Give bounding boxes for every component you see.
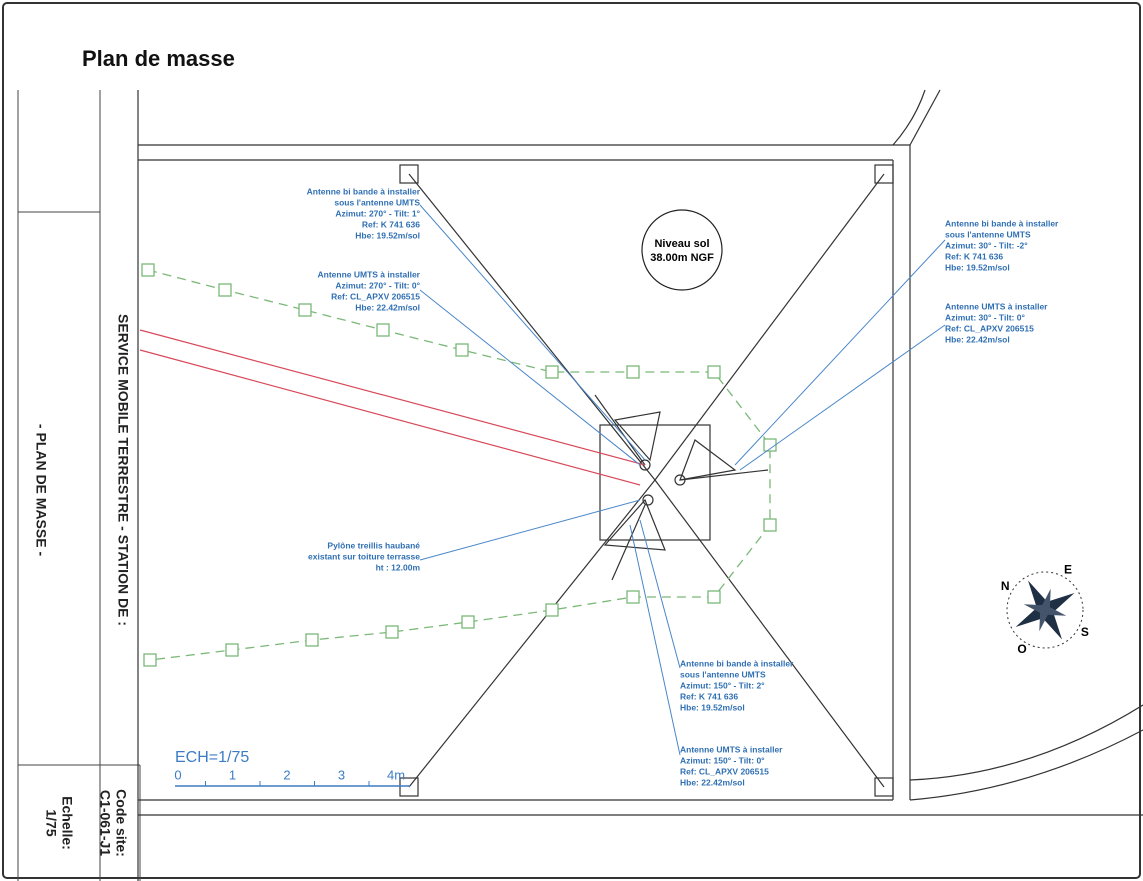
annotation-line: Ref: K 741 636 — [362, 219, 420, 229]
scale-tick-label: 3 — [338, 767, 345, 782]
rail-post — [226, 644, 238, 656]
frame — [3, 3, 1140, 878]
rail-post — [377, 324, 389, 336]
scale-tick-label: 2 — [283, 767, 290, 782]
rail-post — [764, 519, 776, 531]
annotation-line: Ref: CL_APXV 206515 — [331, 291, 420, 301]
annotation-line: existant sur toiture terrasse — [308, 551, 420, 561]
rail-post — [546, 604, 558, 616]
annotation-line: Ref: K 741 636 — [945, 251, 1003, 261]
scale-tick-label: 4m — [387, 767, 405, 782]
annotation-line: Antenne bi bande à installer — [307, 186, 421, 196]
annotation-line: Azimut: 150° - Tilt: 2° — [680, 680, 765, 690]
rail-post — [708, 591, 720, 603]
annotation-line: Antenne bi bande à installer — [680, 658, 794, 668]
annotation-line: Azimut: 30° - Tilt: 0° — [945, 312, 1025, 322]
rail-post — [708, 366, 720, 378]
compass-s: S — [1081, 625, 1089, 639]
scale-tick-label: 0 — [174, 767, 181, 782]
annotation-line: Hbe: 22.42m/sol — [680, 777, 745, 787]
annotation-line: sous l'antenne UMTS — [680, 669, 766, 679]
annotation-line: Hbe: 22.42m/sol — [355, 302, 420, 312]
annotation-line: Hbe: 19.52m/sol — [680, 702, 745, 712]
rail-post — [299, 304, 311, 316]
annotation-line: Ref: CL_APXV 206515 — [945, 323, 1034, 333]
rail-post — [219, 284, 231, 296]
annotation-line: Azimut: 30° - Tilt: -2° — [945, 240, 1028, 250]
compass-o: O — [1017, 642, 1026, 656]
compass-n: N — [1001, 579, 1010, 593]
rail-post — [456, 344, 468, 356]
annotation-line: Hbe: 19.52m/sol — [355, 230, 420, 240]
page: Plan de masse Niveau sol 38.00m NGF — [0, 0, 1143, 881]
code-label: Code site: — [113, 789, 129, 857]
rail-post — [142, 264, 154, 276]
scale-label: Echelle: — [59, 796, 75, 850]
annotation-line: ht : 12.00m — [376, 562, 421, 572]
annotation-line: sous l'antenne UMTS — [945, 229, 1031, 239]
level-value: 38.00m NGF — [650, 252, 714, 264]
compass-e: E — [1064, 562, 1072, 576]
annotation-line: Antenne UMTS à installer — [318, 269, 421, 279]
annotation-line: Antenne bi bande à installer — [945, 218, 1059, 228]
annotation-line: Antenne UMTS à installer — [945, 301, 1048, 311]
project-label: SERVICE MOBILE TERRESTRE - STATION DE : — [115, 314, 131, 626]
scale-value: 1/75 — [43, 809, 59, 836]
page-title: Plan de masse — [82, 46, 235, 71]
level-marker — [642, 210, 722, 290]
rail-post — [627, 366, 639, 378]
code-value: C1-061-J1 — [97, 790, 113, 856]
annotation-line: Hbe: 19.52m/sol — [945, 262, 1010, 272]
annotation-line: Pylône treillis haubané — [327, 540, 420, 550]
rail-post — [306, 634, 318, 646]
rail-post — [627, 591, 639, 603]
level-label: Niveau sol — [654, 238, 709, 250]
rail-post — [462, 616, 474, 628]
annotation-line: Ref: K 741 636 — [680, 691, 738, 701]
plan-label: - PLAN DE MASSE - — [33, 424, 49, 557]
rail-post — [144, 654, 156, 666]
rail-post — [386, 626, 398, 638]
annotation-line: Ref: CL_APXV 206515 — [680, 766, 769, 776]
rail-post — [546, 366, 558, 378]
annotation-line: Azimut: 270° - Tilt: 0° — [335, 280, 420, 290]
scale-bar-title: ECH=1/75 — [175, 749, 249, 766]
annotation-line: Azimut: 150° - Tilt: 0° — [680, 755, 765, 765]
annotation-line: Azimut: 270° - Tilt: 1° — [335, 208, 420, 218]
annotation-line: Hbe: 22.42m/sol — [945, 334, 1010, 344]
annotation-line: Antenne UMTS à installer — [680, 744, 783, 754]
scale-tick-label: 1 — [229, 767, 236, 782]
annotation-line: sous l'antenne UMTS — [334, 197, 420, 207]
